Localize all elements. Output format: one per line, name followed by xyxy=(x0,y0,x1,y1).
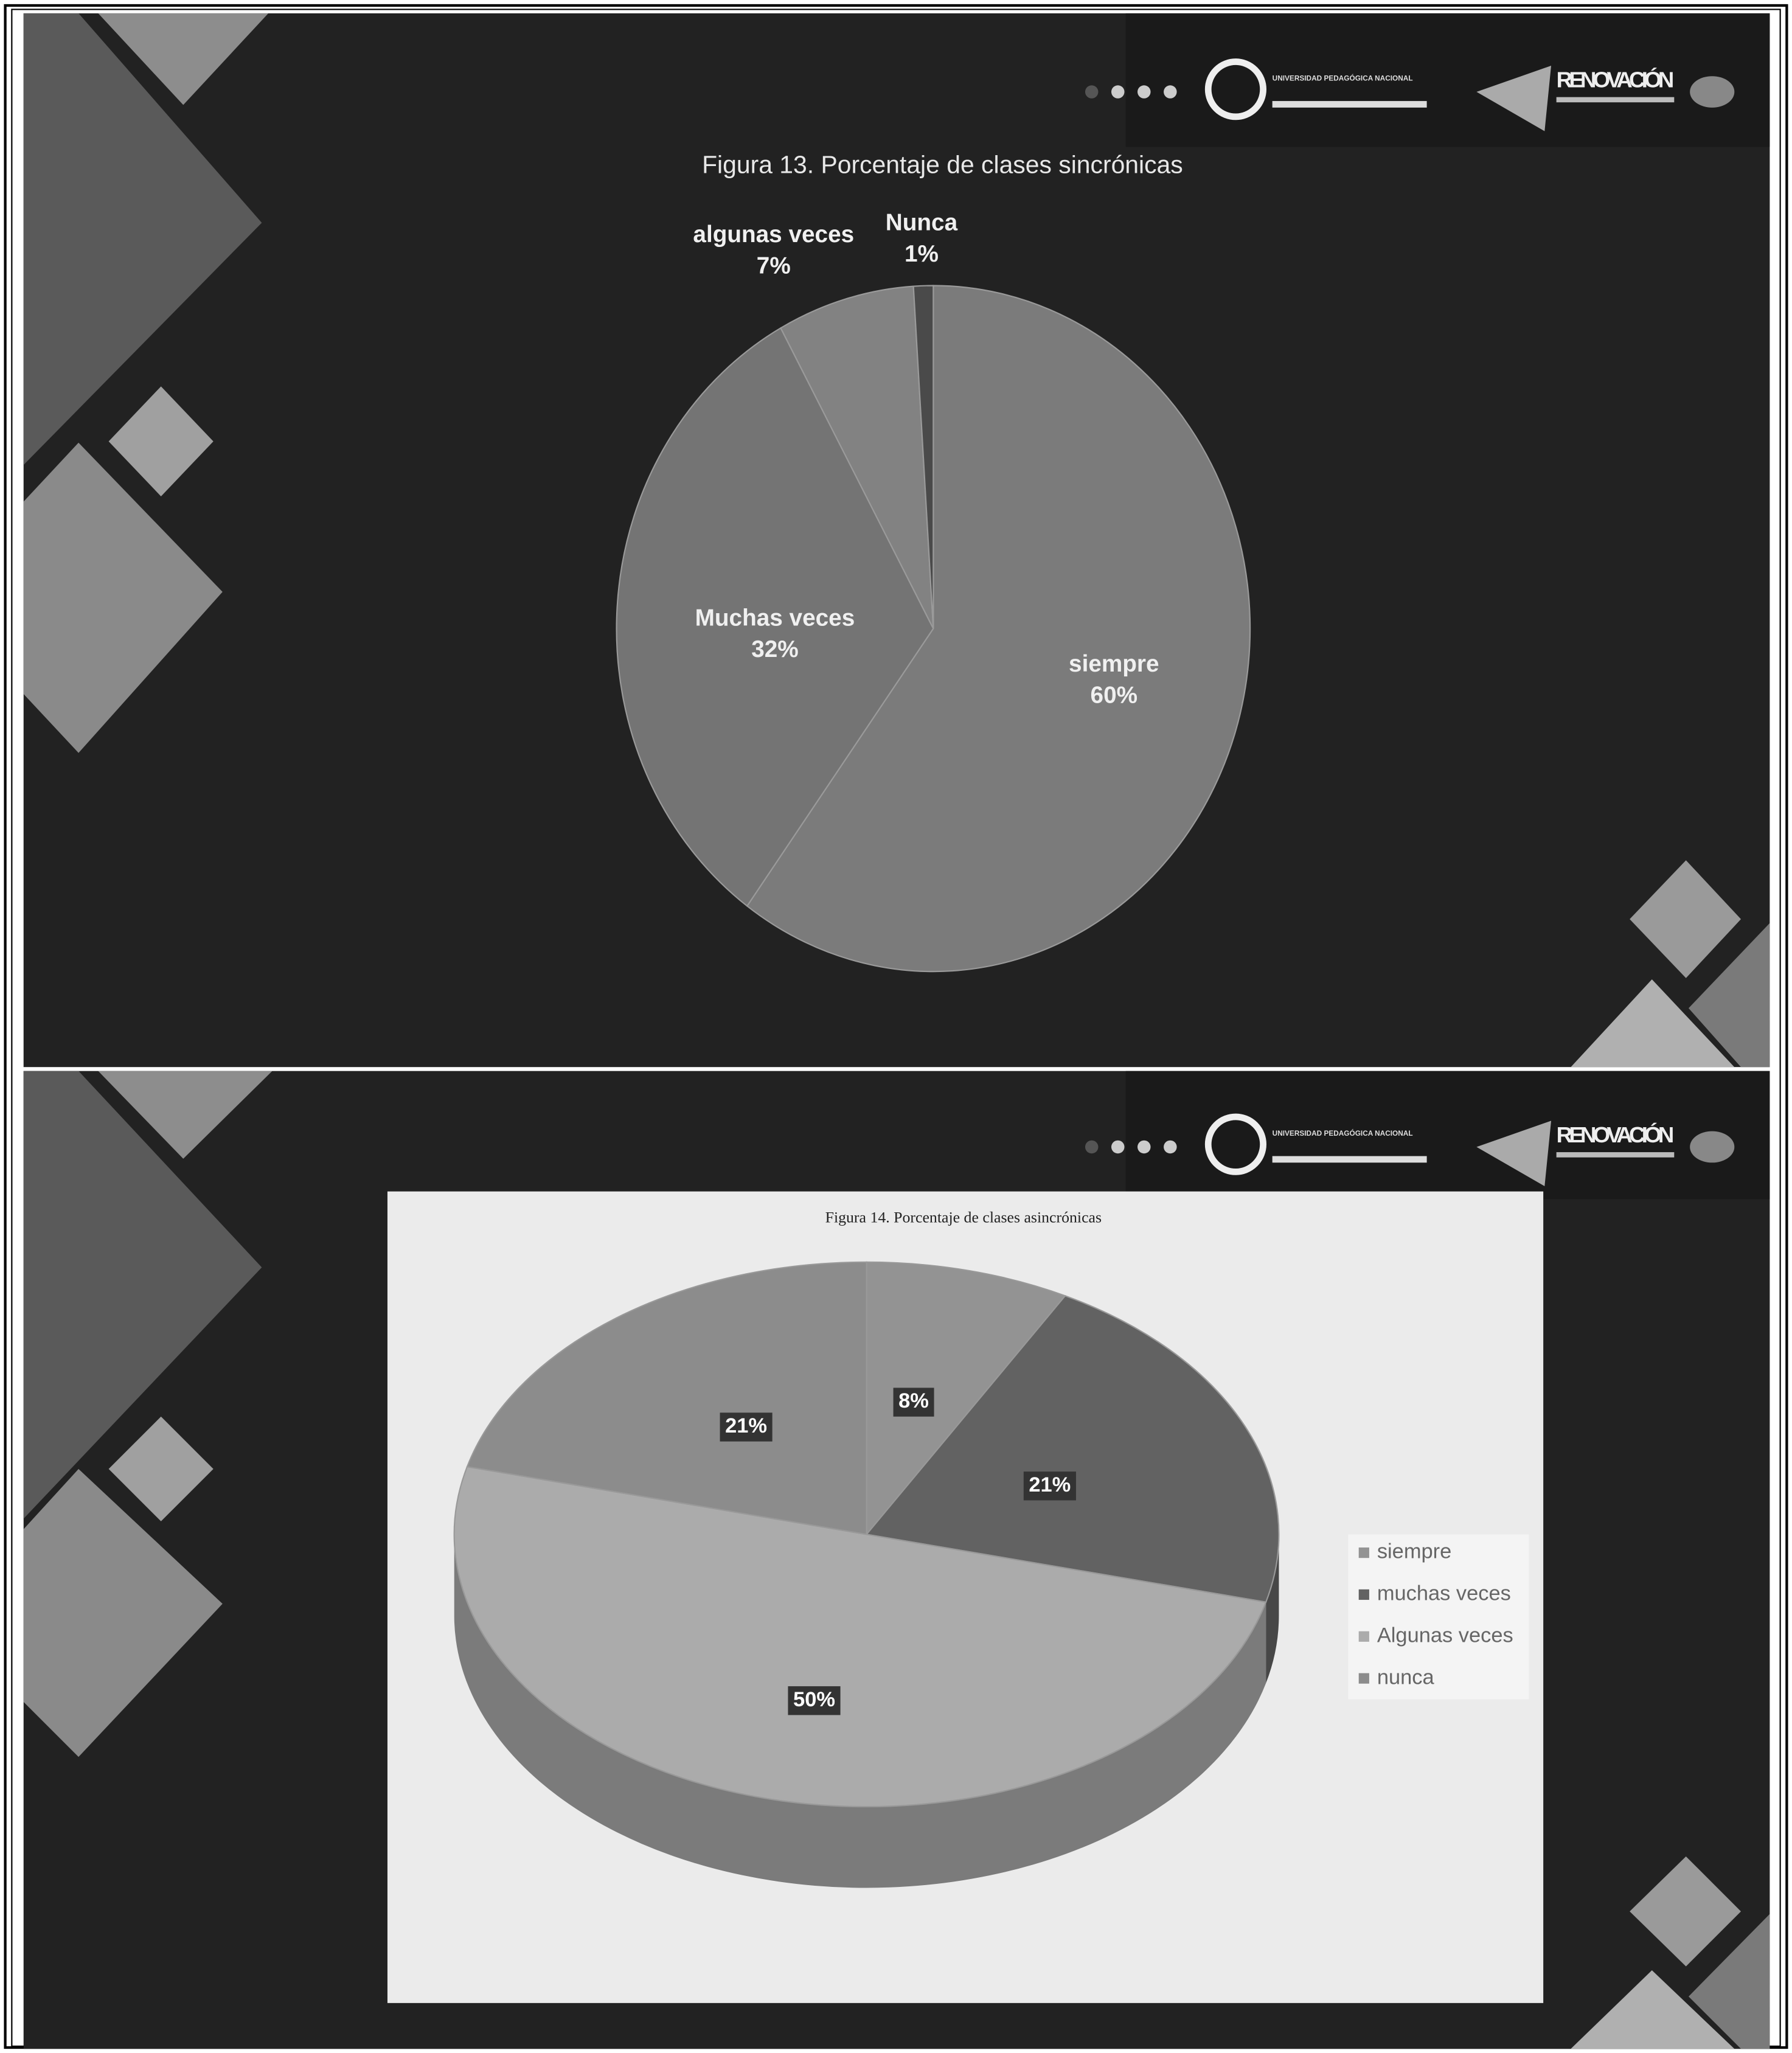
decor-triangle xyxy=(1571,1970,1735,2049)
logo-bar xyxy=(1556,1152,1675,1158)
slice-side xyxy=(454,1534,1266,1888)
decor-triangle xyxy=(1688,923,1770,1068)
legend-swatch xyxy=(1358,1631,1369,1642)
nav-dot xyxy=(1111,85,1125,99)
decor-triangle xyxy=(98,13,269,105)
decor-triangle xyxy=(1688,1914,1770,2049)
decor-diamond xyxy=(108,1416,214,1521)
slide xyxy=(23,13,1770,1068)
renovacion-logo: RENOVACIÓN xyxy=(1557,66,1675,92)
data-label: 8% xyxy=(898,1389,929,1412)
decor-triangle xyxy=(98,1071,273,1159)
slice-category-label: Nunca xyxy=(886,210,958,236)
university-logo xyxy=(1204,58,1266,120)
data-label-box xyxy=(720,1412,773,1442)
university-logo xyxy=(1204,1113,1266,1175)
slice-category-label: siempre xyxy=(1069,651,1159,677)
header: UNIVERSIDAD PEDAGÓGICA NACIONAL RENOVACI… xyxy=(1085,1113,1735,1187)
decor-diamond xyxy=(23,1468,223,1757)
decor-diamond xyxy=(1630,1856,1742,1967)
slice xyxy=(865,1294,1280,1603)
slice xyxy=(912,285,934,629)
nav-dot xyxy=(1085,85,1099,99)
legend-label: siempre xyxy=(1377,1540,1451,1563)
decor-triangle xyxy=(1571,979,1735,1068)
logo-bird xyxy=(1476,1120,1552,1187)
decor-diamond xyxy=(23,1071,262,1519)
legend-swatch xyxy=(1358,1547,1369,1558)
decor-diamond xyxy=(23,442,223,753)
data-label: 50% xyxy=(793,1688,835,1711)
slice xyxy=(866,1261,1066,1537)
nav-dot xyxy=(1111,1140,1125,1154)
data-label-box xyxy=(1023,1471,1076,1501)
slice-category-label: algunas veces xyxy=(693,221,854,248)
legend-label: Algunas veces xyxy=(1377,1624,1513,1647)
legend-label: nunca xyxy=(1377,1666,1435,1689)
university-name: UNIVERSIDAD PEDAGÓGICA NACIONAL xyxy=(1273,1129,1413,1138)
slice xyxy=(466,1261,867,1535)
chart-title: Figura 14. Porcentaje de clases asincrón… xyxy=(825,1209,1102,1226)
university-name: UNIVERSIDAD PEDAGÓGICA NACIONAL xyxy=(1273,74,1413,83)
logo-bar xyxy=(1556,97,1675,103)
logo-bar xyxy=(1272,101,1427,108)
decor-diamond xyxy=(23,13,262,465)
slice xyxy=(780,285,934,629)
header-band xyxy=(1125,1071,1770,1200)
header: UNIVERSIDAD PEDAGÓGICA NACIONAL RENOVACI… xyxy=(1085,58,1735,131)
nav-dot xyxy=(1137,85,1151,99)
logo-bar xyxy=(1272,1156,1427,1163)
header-band xyxy=(1125,13,1770,147)
logo-seal xyxy=(1690,76,1735,108)
renovacion-logo: RENOVACIÓN xyxy=(1557,1122,1675,1147)
data-label: 1% xyxy=(905,241,939,267)
nav-dot xyxy=(1085,1140,1099,1154)
logo-seal xyxy=(1690,1131,1735,1163)
data-label: 32% xyxy=(751,636,799,662)
data-label: 21% xyxy=(725,1414,767,1437)
decor-diamond xyxy=(1630,860,1742,978)
data-label-box xyxy=(893,1388,934,1417)
nav-dot xyxy=(1164,85,1177,99)
slice xyxy=(616,327,934,908)
legend-swatch xyxy=(1358,1673,1369,1684)
data-label: 21% xyxy=(1029,1473,1071,1496)
data-label: 7% xyxy=(757,253,791,279)
legend-label: muchas veces xyxy=(1377,1582,1511,1605)
nav-dot xyxy=(1164,1140,1177,1154)
data-label-box xyxy=(788,1686,841,1715)
slice xyxy=(453,1465,1267,1808)
legend-swatch xyxy=(1358,1589,1369,1600)
slice xyxy=(746,285,1251,973)
chart-title: Figura 13. Porcentaje de clases sincróni… xyxy=(702,150,1183,178)
data-label: 60% xyxy=(1091,682,1138,708)
legend xyxy=(1348,1534,1529,1700)
slice-category-label: Muchas veces xyxy=(695,605,855,631)
logo-bird xyxy=(1476,65,1552,131)
nav-dot xyxy=(1137,1140,1151,1154)
